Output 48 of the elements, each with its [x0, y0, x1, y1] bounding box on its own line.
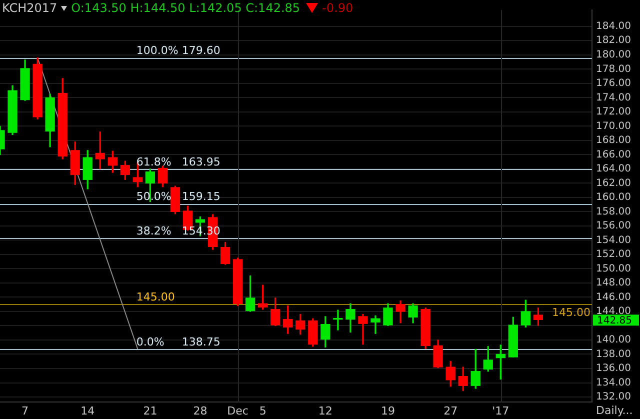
y-tick-label: 178.00: [596, 64, 631, 75]
y-tick-label: 180.00: [596, 49, 631, 60]
annotation: -0.90: [322, 1, 354, 15]
ref-line-label: 61.8% 163.95: [136, 156, 220, 169]
y-tick-label: 132.00: [596, 392, 631, 403]
x-tick-label: 28: [193, 404, 208, 418]
y-tick-label: 170.00: [596, 120, 631, 132]
y-tick-label: 150.00: [596, 263, 631, 274]
y-tick-label: 166.00: [596, 149, 631, 160]
y-tick-label: 134.00: [596, 377, 631, 388]
y-tick-label: 140.00: [596, 334, 631, 346]
text: Daily...: [596, 404, 633, 417]
y-tick-label: 148.00: [596, 278, 631, 289]
annotation: KCH2017: [2, 1, 58, 15]
ref-line-label: 100.0% 179.60: [136, 44, 220, 58]
x-tick-label: 14: [80, 404, 95, 418]
y-tick-label: 160.00: [596, 192, 631, 204]
y-tick-label: 168.00: [596, 135, 631, 146]
annotation: O:143.50 H:144.50 L:142.05 C:142.85: [71, 1, 300, 15]
x-tick-label: 19: [380, 404, 395, 418]
y-tick-label: 172.00: [596, 106, 631, 118]
y-tick-label: 184.00: [596, 20, 631, 32]
x-tick-label: 5: [259, 404, 266, 418]
y-tick-label: 144.00: [596, 306, 631, 318]
x-tick-label: Dec: [227, 404, 248, 418]
y-tick-label: 138.00: [596, 348, 631, 360]
x-tick-label: 7: [22, 404, 29, 418]
y-tick-label: 152.00: [596, 249, 631, 260]
y-tick-label: 176.00: [596, 78, 631, 90]
y-tick-label: 136.00: [596, 363, 631, 374]
y-tick-label: 146.00: [596, 292, 631, 303]
y-tick-label: 156.00: [596, 220, 631, 232]
ref-line-label: 0.0% 138.75: [136, 335, 220, 348]
annotation: 145.00: [552, 306, 590, 320]
x-tick-label: 21: [143, 404, 158, 418]
x-tick-label: 12: [318, 404, 332, 418]
x-tick-label: '17: [492, 404, 510, 418]
y-tick-label: 162.00: [596, 178, 631, 189]
candlestick: [333, 310, 343, 330]
ref-line-label: 145.00: [136, 290, 175, 304]
y-tick-label: 174.00: [596, 92, 631, 104]
y-tick-label: 158.00: [596, 206, 631, 218]
candlestick: [370, 315, 380, 334]
y-tick-label: 164.00: [596, 164, 631, 175]
text: 142.85: [597, 315, 632, 326]
y-tick-label: 154.00: [596, 234, 631, 246]
x-tick-label: 27: [444, 404, 458, 418]
y-tick-label: 182.00: [596, 35, 631, 46]
